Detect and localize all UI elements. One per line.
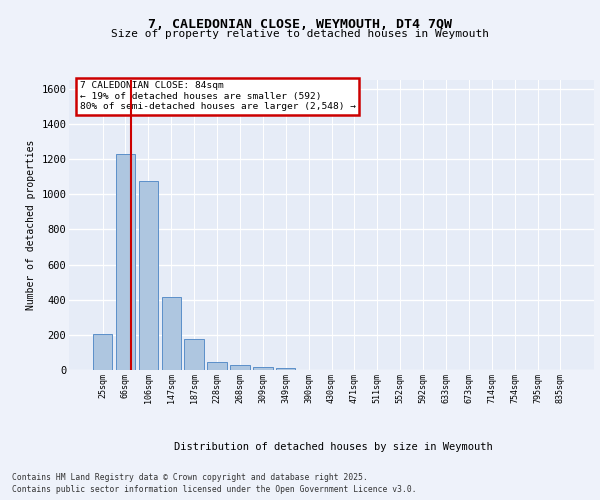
Bar bbox=[276, 368, 295, 370]
Text: 7, CALEDONIAN CLOSE, WEYMOUTH, DT4 7QW: 7, CALEDONIAN CLOSE, WEYMOUTH, DT4 7QW bbox=[148, 18, 452, 30]
Text: Contains HM Land Registry data © Crown copyright and database right 2025.: Contains HM Land Registry data © Crown c… bbox=[12, 472, 368, 482]
Bar bbox=[139, 181, 158, 370]
Bar bbox=[93, 334, 112, 370]
Bar bbox=[184, 339, 204, 370]
Bar bbox=[208, 362, 227, 370]
Text: Distribution of detached houses by size in Weymouth: Distribution of detached houses by size … bbox=[173, 442, 493, 452]
Text: Size of property relative to detached houses in Weymouth: Size of property relative to detached ho… bbox=[111, 29, 489, 39]
Bar bbox=[253, 367, 272, 370]
Bar bbox=[230, 366, 250, 370]
Y-axis label: Number of detached properties: Number of detached properties bbox=[26, 140, 35, 310]
Bar bbox=[161, 297, 181, 370]
Text: Contains public sector information licensed under the Open Government Licence v3: Contains public sector information licen… bbox=[12, 485, 416, 494]
Bar bbox=[116, 154, 135, 370]
Text: 7 CALEDONIAN CLOSE: 84sqm
← 19% of detached houses are smaller (592)
80% of semi: 7 CALEDONIAN CLOSE: 84sqm ← 19% of detac… bbox=[79, 82, 355, 112]
